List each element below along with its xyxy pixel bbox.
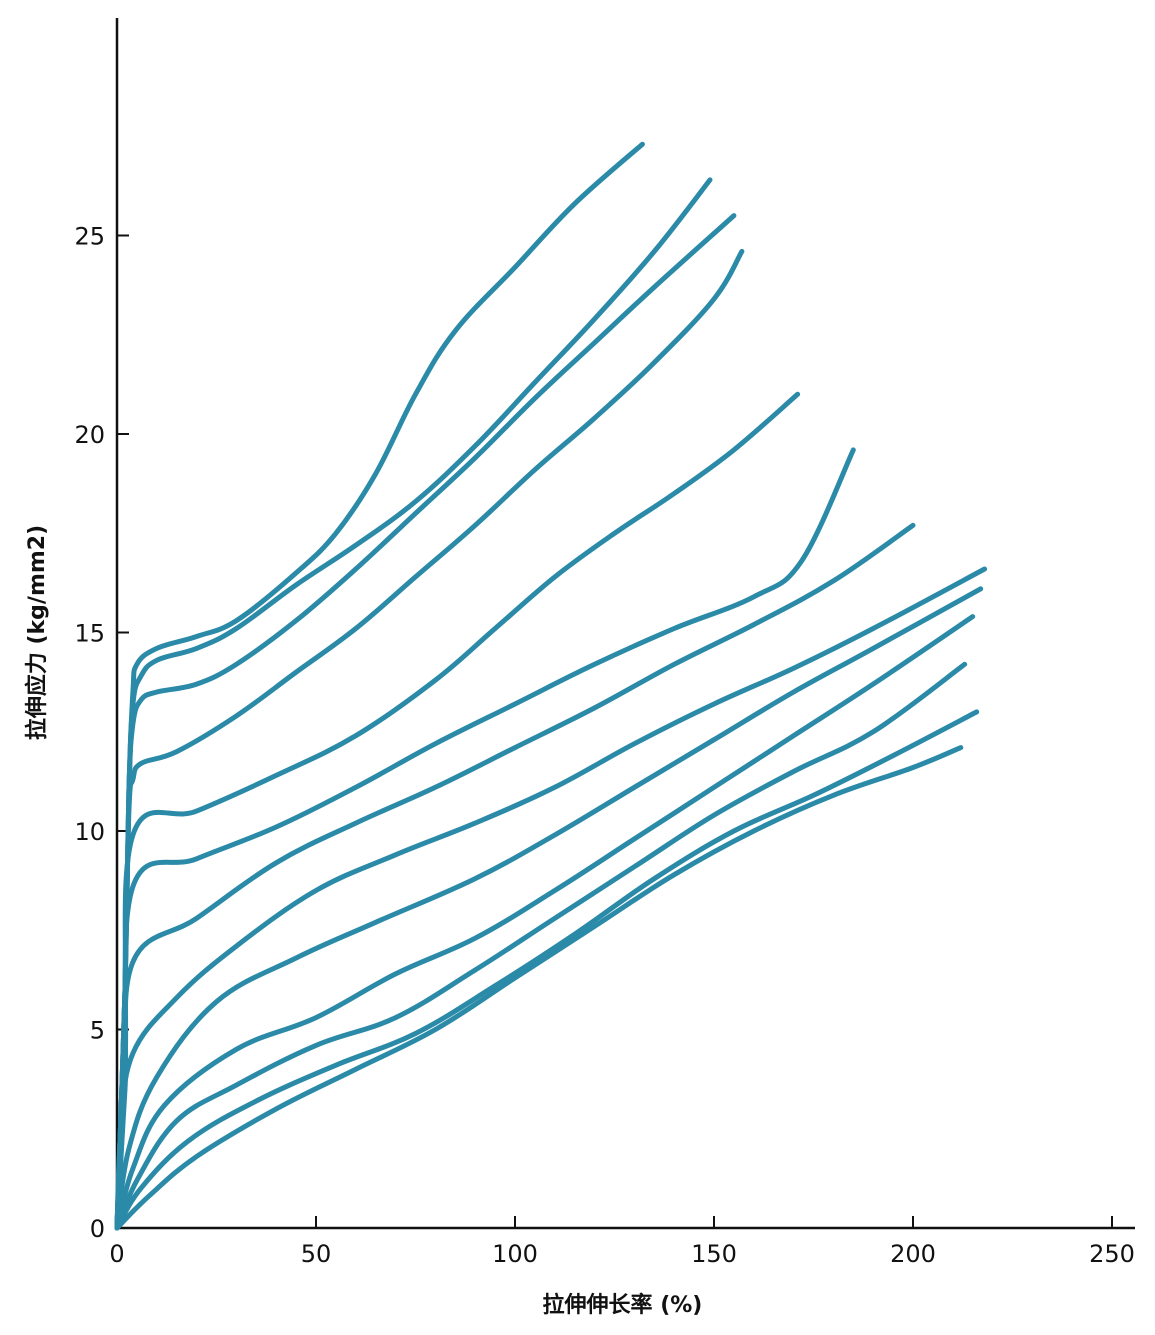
series-line-4 [114,248,745,1231]
series-line-10 [114,614,976,1231]
x-axis-label: 拉伸伸长率 (%) [543,1292,703,1318]
y-tick-label: 20 [74,421,105,449]
series-line-9 [114,586,984,1231]
y-tick-label: 15 [74,620,105,648]
series-line-6 [114,447,856,1231]
series-line-3 [114,213,737,1231]
x-tick-label: 50 [301,1240,332,1268]
series-line-12 [114,709,980,1231]
x-tick-label: 100 [492,1240,538,1268]
y-tick-label: 10 [74,818,105,846]
x-tick-label: 200 [890,1240,936,1268]
y-axis-label: 拉伸应力 (kg/mm2) [24,525,50,740]
series-line-7 [114,522,916,1231]
series-line-8 [114,566,988,1231]
axes: 0 50 100 150 200 250 0 5 10 15 20 25 [74,18,1135,1268]
y-tick-label: 0 [90,1215,105,1243]
series-line-13 [114,745,964,1231]
series-line-11 [114,661,968,1231]
x-tick-label: 250 [1089,1240,1135,1268]
y-tick-label: 5 [90,1017,105,1045]
x-tick-label: 0 [109,1240,124,1268]
y-tick-label: 25 [74,223,105,251]
series-line-5 [114,391,801,1231]
series-group [114,141,988,1231]
x-tick-label: 150 [691,1240,737,1268]
